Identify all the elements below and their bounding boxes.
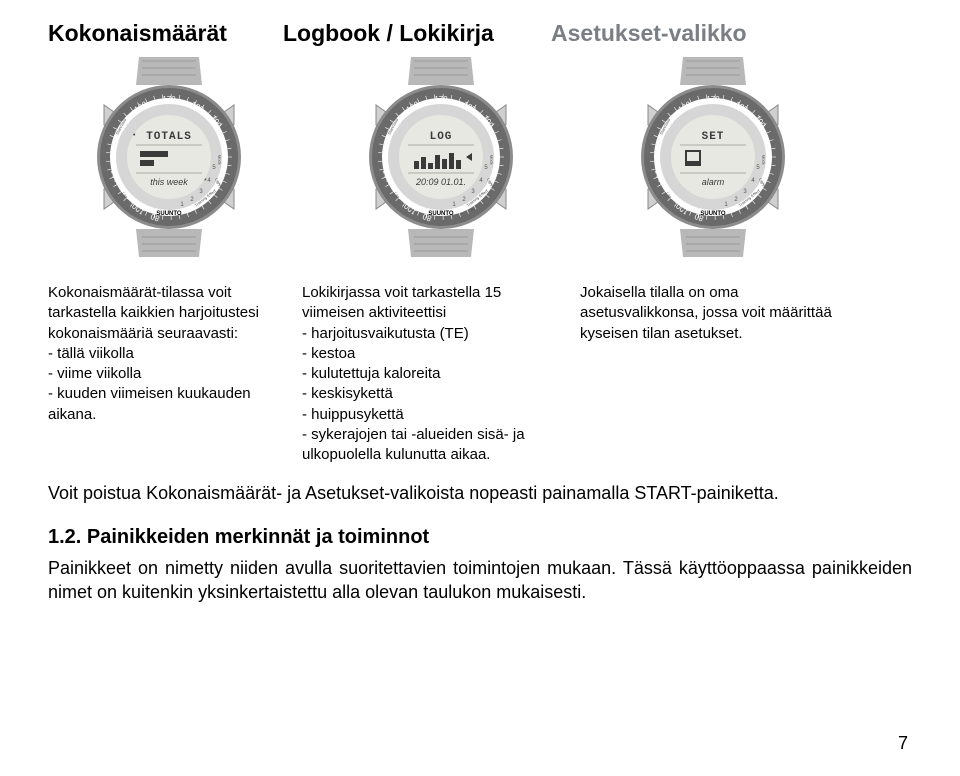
svg-text:170: 170 [434, 95, 448, 104]
svg-text:140: 140 [108, 144, 119, 159]
watch-col2: 1601701801501401301901008012345Training … [320, 57, 592, 257]
svg-text:alarm: alarm [702, 177, 725, 187]
column-headings: Kokonaismäärät Logbook / Lokikirja Asetu… [48, 20, 912, 47]
desc-col1: Kokonaismäärät-tilassa voit tarkastella … [48, 283, 302, 465]
svg-text:SUUNTO: SUUNTO [156, 211, 182, 217]
section-body: Painikkeet on nimetty niiden avulla suor… [48, 557, 912, 604]
svg-text:SUUNTO: SUUNTO [428, 211, 454, 217]
svg-text:+: + [742, 207, 746, 214]
watch-col3: 1601701801501401301901008012345Training … [592, 57, 864, 257]
svg-text:LOG: LOG [430, 131, 453, 143]
page-number: 7 [898, 733, 908, 754]
description-row: Kokonaismäärät-tilassa voit tarkastella … [48, 283, 912, 465]
svg-text:+: + [470, 207, 474, 214]
svg-text:*: * [204, 178, 207, 185]
heading-col1: Kokonaismäärät [48, 20, 283, 47]
svg-text:+: + [409, 207, 413, 214]
watch-row: 1601701801501401301901008012345Training … [48, 57, 912, 257]
section-heading: 1.2. Painikkeiden merkinnät ja toiminnot [48, 526, 912, 549]
svg-text:Mode: Mode [761, 155, 766, 166]
svg-text:170: 170 [706, 95, 720, 104]
svg-text:140: 140 [652, 144, 663, 159]
exit-note: Voit poistua Kokonaismäärät- ja Asetukse… [48, 483, 912, 504]
svg-text:TOTALS: TOTALS [146, 131, 192, 143]
svg-text:+: + [681, 207, 685, 214]
svg-text:+: + [198, 207, 202, 214]
svg-text:SET: SET [702, 131, 725, 143]
svg-text:Mode: Mode [217, 155, 222, 166]
heading-col2: Logbook / Lokikirja [283, 20, 551, 47]
svg-text:170: 170 [162, 95, 176, 104]
heading-col3: Asetukset-valikko [551, 20, 811, 47]
svg-text:SUUNTO: SUUNTO [700, 211, 726, 217]
svg-text:20:09 01.01.: 20:09 01.01. [415, 177, 466, 187]
watch-col1: 1601701801501401301901008012345Training … [48, 57, 320, 257]
svg-text:this week: this week [150, 177, 188, 187]
desc-col3: Jokaisella tilalla on oma asetusvalikkon… [580, 283, 840, 465]
svg-text:140: 140 [380, 144, 391, 159]
svg-text:Mode: Mode [489, 155, 494, 166]
svg-text:+: + [137, 207, 141, 214]
desc-col2: Lokikirjassa voit tarkastella 15 viimeis… [302, 283, 580, 465]
